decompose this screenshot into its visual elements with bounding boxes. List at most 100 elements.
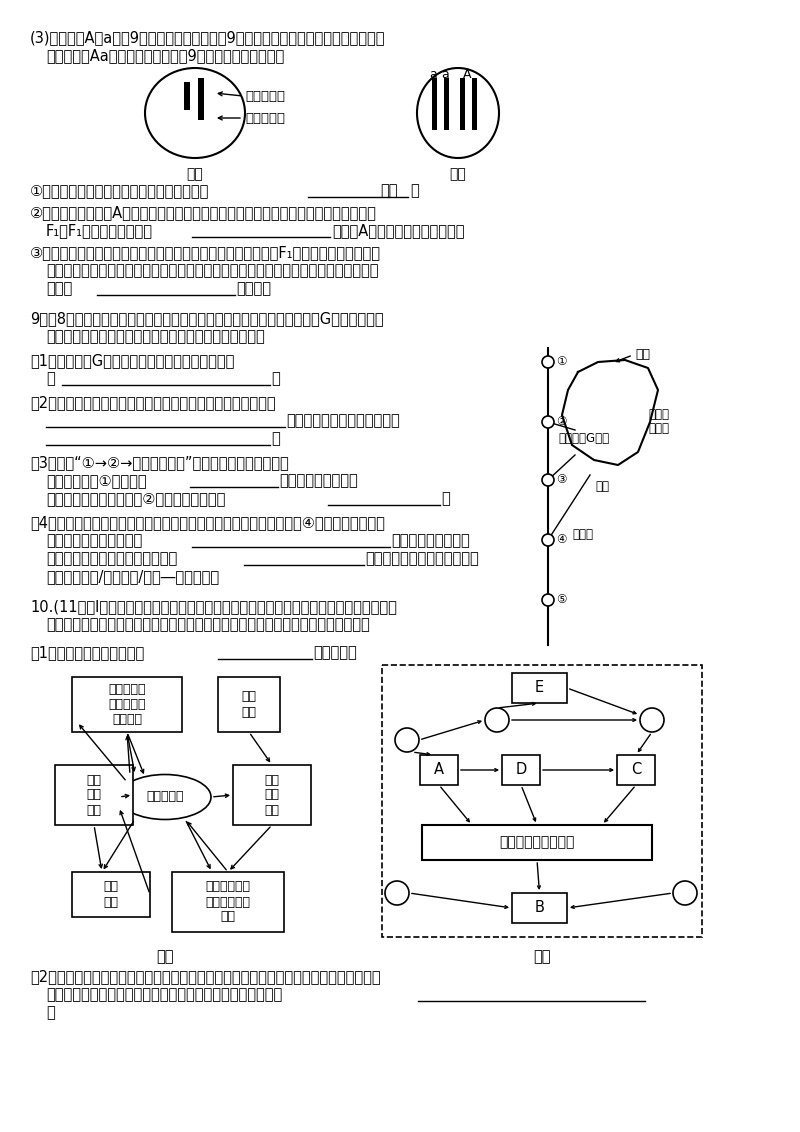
Text: （1）幽门粘膜G细胞中对蛋白质进行加工的细胞器: （1）幽门粘膜G细胞中对蛋白质进行加工的细胞器 xyxy=(30,353,234,368)
Text: ③: ③ xyxy=(646,713,658,727)
Text: 。: 。 xyxy=(410,183,418,198)
Text: A: A xyxy=(434,763,444,778)
Text: 的改变而发生波动（注：环境中的动容纳量是指环境资源能承载的最大动物数量）。: 的改变而发生波动（注：环境中的动容纳量是指环境资源能承载的最大动物数量）。 xyxy=(46,617,370,632)
FancyBboxPatch shape xyxy=(502,755,540,784)
Circle shape xyxy=(485,708,509,732)
FancyBboxPatch shape xyxy=(472,78,477,130)
Text: a: a xyxy=(441,68,449,82)
Text: 正常染色体: 正常染色体 xyxy=(245,112,285,125)
Text: 图二: 图二 xyxy=(380,183,398,198)
Ellipse shape xyxy=(417,68,499,158)
Circle shape xyxy=(673,881,697,904)
Text: 。: 。 xyxy=(441,491,450,506)
Text: ④: ④ xyxy=(391,886,402,900)
FancyBboxPatch shape xyxy=(382,664,702,937)
Text: 图一: 图一 xyxy=(186,168,203,181)
Text: ③以植株甲为父本，以正常的白色籽粒植株为母本，杂交产生的F₁中，发现了一株黄色籽: ③以植株甲为父本，以正常的白色籽粒植株为母本，杂交产生的F₁中，发现了一株黄色籽 xyxy=(30,245,381,260)
FancyBboxPatch shape xyxy=(512,893,567,923)
Text: a: a xyxy=(429,68,437,82)
FancyBboxPatch shape xyxy=(422,825,652,860)
Circle shape xyxy=(385,881,409,904)
Text: 图二: 图二 xyxy=(534,949,550,964)
Text: 量会很快恢复到原有的数量。请你依图提出更有效的灭鼠方案: 量会很快恢复到原有的数量。请你依图提出更有效的灭鼠方案 xyxy=(46,987,282,1002)
Circle shape xyxy=(542,474,554,486)
Text: 胃粘膜: 胃粘膜 xyxy=(648,408,669,421)
Text: 9．（8分）人体胃酸分泌的调节途径如图所示，胃泌素（一种由幽门粘膜G细胞分泌的多: 9．（8分）人体胃酸分泌的调节途径如图所示，胃泌素（一种由幽门粘膜G细胞分泌的多 xyxy=(30,311,384,326)
Text: （单向／双向）的；: （单向／双向）的； xyxy=(279,473,358,488)
Text: ③: ③ xyxy=(556,473,566,486)
Text: ④: ④ xyxy=(556,533,566,546)
Text: 粒植株乙，其染色体及基因组成如图二所示。该植株形成的可能原因是：父本减数分裂: 粒植株乙，其染色体及基因组成如图二所示。该植株形成的可能原因是：父本减数分裂 xyxy=(46,263,378,278)
Text: F₁，F₁的表现型及比例为: F₁，F₁的表现型及比例为 xyxy=(46,223,153,238)
Text: 出生率增加
和（或）死
亡率下降: 出生率增加 和（或）死 亡率下降 xyxy=(108,683,146,726)
Circle shape xyxy=(542,594,554,606)
FancyBboxPatch shape xyxy=(72,677,182,732)
Circle shape xyxy=(542,534,554,546)
Text: (3)已知基因A、a位于9号染色体上，且无正常9号染色体的花粉不能参与受精作用。现: (3)已知基因A、a位于9号染色体上，且无正常9号染色体的花粉不能参与受精作用。… xyxy=(30,31,386,45)
FancyBboxPatch shape xyxy=(432,78,437,130)
Text: 环境
阻力
增加: 环境 阻力 增加 xyxy=(265,773,279,816)
Text: ①: ① xyxy=(402,734,413,746)
Text: 幽门粘膜G细胞: 幽门粘膜G细胞 xyxy=(558,432,609,445)
Text: 的含量。上述的调节活动属于: 的含量。上述的调节活动属于 xyxy=(365,551,478,566)
Ellipse shape xyxy=(145,68,245,158)
FancyBboxPatch shape xyxy=(198,78,204,120)
Text: 肽类激素）可刺激胃粘膜壁细胞分泌胃酸。请分析回答：: 肽类激素）可刺激胃粘膜壁细胞分泌胃酸。请分析回答： xyxy=(46,329,265,344)
Text: 胃泌素: 胃泌素 xyxy=(572,528,593,541)
Text: 动物容纳量: 动物容纳量 xyxy=(146,790,184,804)
Text: ④: ④ xyxy=(679,886,690,900)
Text: 。: 。 xyxy=(271,371,280,386)
Text: （2）若图一表示老鼠种群数量变化，则从图可看出，灭鼠时只采用杀灭的办法，老鼠的数: （2）若图一表示老鼠种群数量变化，则从图可看出，灭鼠时只采用杀灭的办法，老鼠的数 xyxy=(30,969,381,984)
Text: 出生率下降和
（或）死亡率
增加: 出生率下降和 （或）死亡率 增加 xyxy=(206,881,250,924)
Text: B: B xyxy=(534,900,545,916)
FancyBboxPatch shape xyxy=(72,872,150,917)
Circle shape xyxy=(542,415,554,428)
Text: ，通过体液运输、作用于＿＿: ，通过体液运输、作用于＿＿ xyxy=(286,413,400,428)
Text: 未分离。: 未分离。 xyxy=(236,281,271,295)
Text: 维膜内外电位变化过程为: 维膜内外电位变化过程为 xyxy=(46,533,142,548)
Text: 过程中: 过程中 xyxy=(46,281,72,295)
Text: 动植物遗体和排泌物: 动植物遗体和排泌物 xyxy=(499,835,574,849)
Text: （1）图一自动调控图模型为: （1）图一自动调控图模型为 xyxy=(30,645,144,660)
Text: ②: ② xyxy=(556,415,566,428)
FancyBboxPatch shape xyxy=(420,755,458,784)
Text: 胃粘膜壁细胞接收到细胞②传来的信号物质是: 胃粘膜壁细胞接收到细胞②传来的信号物质是 xyxy=(46,491,226,506)
Text: （3）通过“①→②→胃粘膜壁细胞”的途径促进胃酸分泌的过: （3）通过“①→②→胃粘膜壁细胞”的途径促进胃酸分泌的过 xyxy=(30,455,289,470)
Text: 胃泌素的浓度变化，并检测胃液中: 胃泌素的浓度变化，并检测胃液中 xyxy=(46,551,178,566)
Text: （4）为了探究胃泌素在胃酸分泌中的作用，可以采用适宜的电流刺激④部位，此时神经纤: （4）为了探究胃泌素在胃酸分泌中的作用，可以采用适宜的电流刺激④部位，此时神经纤 xyxy=(30,515,385,530)
Text: 是: 是 xyxy=(46,371,54,386)
Text: E: E xyxy=(535,680,544,695)
Text: 程中，兴奋在①上传导是: 程中，兴奋在①上传导是 xyxy=(46,473,146,488)
Text: 有基因型为Aa的植株甲，其细胞中9号染色体如图一所示。: 有基因型为Aa的植株甲，其细胞中9号染色体如图一所示。 xyxy=(46,48,284,63)
Text: 图一: 图一 xyxy=(156,949,174,964)
Ellipse shape xyxy=(119,774,211,820)
Text: 调节机制。: 调节机制。 xyxy=(313,645,357,660)
Text: ②: ② xyxy=(491,713,502,727)
Text: A: A xyxy=(463,68,471,82)
FancyBboxPatch shape xyxy=(172,872,284,932)
FancyBboxPatch shape xyxy=(444,78,449,130)
Circle shape xyxy=(395,728,419,752)
Text: 刺激: 刺激 xyxy=(635,348,650,361)
Text: （2）胃泌素调节人体生理活动的这种调节方式，其特点是：＿: （2）胃泌素调节人体生理活动的这种调节方式，其特点是：＿ xyxy=(30,395,276,410)
Text: 10.(11分）I、图一为某生态系统中某动物种群自动调控图。该动物的数量常常随环境资源: 10.(11分）I、图一为某生态系统中某动物种群自动调控图。该动物的数量常常随环… xyxy=(30,599,397,614)
Text: C: C xyxy=(631,763,641,778)
FancyBboxPatch shape xyxy=(184,82,190,110)
FancyBboxPatch shape xyxy=(218,677,280,732)
Text: 图二: 图二 xyxy=(450,168,466,181)
FancyBboxPatch shape xyxy=(233,765,311,825)
Circle shape xyxy=(542,355,554,368)
FancyBboxPatch shape xyxy=(512,674,567,703)
Text: 。: 。 xyxy=(46,1005,54,1020)
Text: ⑤: ⑤ xyxy=(556,593,566,606)
Text: 胃酸: 胃酸 xyxy=(595,480,609,494)
Text: ①: ① xyxy=(556,355,566,368)
Text: 。: 。 xyxy=(271,431,280,446)
FancyBboxPatch shape xyxy=(460,78,465,130)
Text: 动物
过多: 动物 过多 xyxy=(242,691,257,719)
FancyBboxPatch shape xyxy=(55,765,133,825)
Text: ①植株甲的变异类型属于染色体结构变异中的: ①植株甲的变异类型属于染色体结构变异中的 xyxy=(30,183,210,198)
Text: 异常染色体: 异常染色体 xyxy=(245,91,285,103)
Text: ，证明A基因位于异常染色体上。: ，证明A基因位于异常染色体上。 xyxy=(332,223,465,238)
Text: 壁细胞: 壁细胞 xyxy=(648,422,669,435)
